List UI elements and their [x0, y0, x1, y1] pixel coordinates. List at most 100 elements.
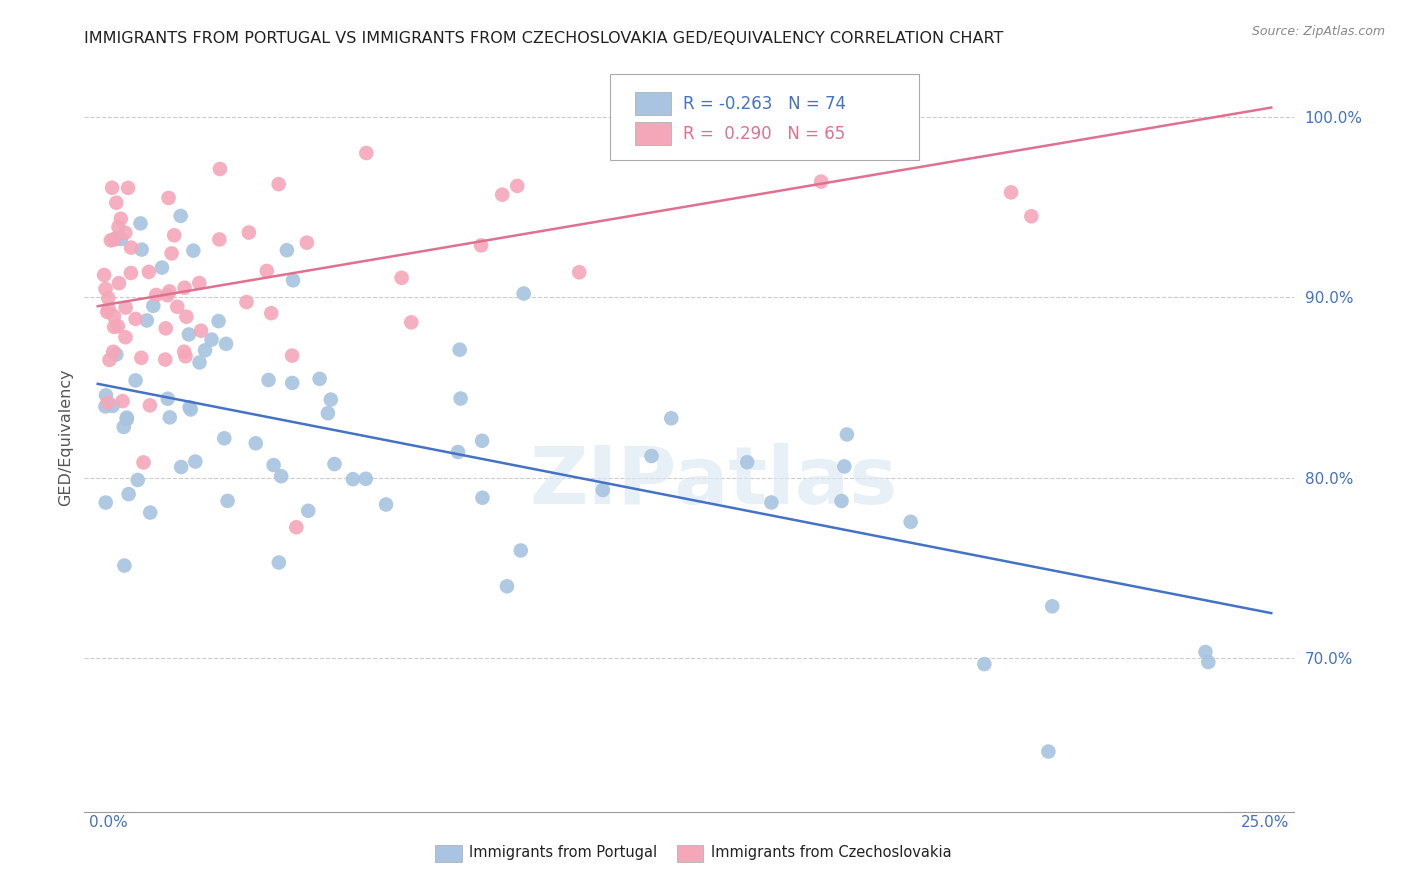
Point: [281, 376, 304, 390]
Point: [177, 327, 200, 342]
Point: [131, 351, 153, 365]
Point: [735, 455, 758, 469]
Point: [323, 457, 346, 471]
Point: [108, 276, 131, 290]
Point: [1021, 209, 1043, 223]
Point: [124, 373, 146, 387]
Point: [834, 459, 856, 474]
Point: [267, 177, 290, 191]
Point: [114, 226, 136, 240]
Point: [208, 161, 231, 176]
Bar: [634, 93, 671, 115]
Point: [101, 399, 124, 413]
Point: [139, 398, 162, 412]
Point: [159, 285, 181, 299]
Point: [170, 460, 193, 475]
Point: [159, 410, 181, 425]
Point: [120, 266, 142, 280]
Point: [155, 352, 177, 367]
Point: [447, 445, 470, 459]
Point: [94, 388, 117, 402]
Point: [181, 244, 204, 258]
Point: [308, 372, 330, 386]
Point: [100, 233, 122, 247]
Point: [245, 436, 267, 450]
Point: [506, 178, 529, 193]
Point: [900, 515, 922, 529]
Point: [105, 347, 128, 361]
Bar: [676, 846, 703, 862]
Point: [160, 246, 183, 260]
Point: [208, 232, 231, 246]
Point: [176, 310, 198, 324]
Point: [470, 238, 492, 252]
Point: [1000, 186, 1022, 200]
Point: [391, 270, 413, 285]
Point: [110, 211, 132, 226]
Point: [105, 195, 128, 210]
Text: R = -0.263   N = 74: R = -0.263 N = 74: [683, 95, 846, 112]
Point: [179, 401, 201, 415]
Point: [592, 483, 614, 497]
Point: [491, 187, 513, 202]
Point: [568, 265, 591, 279]
Point: [156, 288, 179, 302]
Point: [267, 556, 290, 570]
Point: [107, 219, 129, 234]
Point: [138, 265, 160, 279]
Bar: [634, 122, 671, 145]
Point: [103, 309, 125, 323]
Point: [256, 264, 278, 278]
Text: R =  0.290   N = 65: R = 0.290 N = 65: [683, 125, 845, 143]
Point: [139, 506, 162, 520]
Point: [257, 373, 280, 387]
Point: [356, 146, 378, 161]
Text: 0.0%: 0.0%: [89, 815, 128, 830]
Point: [155, 321, 177, 335]
Point: [94, 282, 117, 296]
Point: [810, 175, 832, 189]
FancyBboxPatch shape: [610, 74, 918, 160]
Point: [131, 243, 153, 257]
Point: [135, 313, 157, 327]
Point: [496, 579, 519, 593]
Point: [297, 504, 319, 518]
Point: [111, 394, 134, 409]
Point: [107, 319, 129, 334]
Point: [215, 337, 238, 351]
Point: [238, 226, 260, 240]
Point: [1040, 599, 1063, 614]
Point: [96, 305, 118, 319]
Point: [194, 343, 217, 358]
Point: [450, 392, 472, 406]
Point: [174, 349, 197, 363]
Point: [114, 301, 136, 315]
Point: [509, 543, 531, 558]
Text: Immigrants from Portugal: Immigrants from Portugal: [468, 846, 657, 861]
Point: [281, 273, 304, 287]
Point: [117, 181, 139, 195]
Point: [276, 243, 298, 257]
Point: [157, 191, 180, 205]
Point: [166, 300, 188, 314]
Point: [93, 268, 115, 282]
Point: [1197, 655, 1219, 669]
Point: [260, 306, 283, 320]
Point: [375, 498, 398, 512]
Point: [354, 472, 377, 486]
Point: [94, 400, 117, 414]
Point: [142, 299, 165, 313]
Point: [270, 469, 292, 483]
Point: [173, 281, 195, 295]
Point: [471, 434, 494, 448]
Point: [217, 494, 239, 508]
Point: [180, 402, 202, 417]
Text: IMMIGRANTS FROM PORTUGAL VS IMMIGRANTS FROM CZECHOSLOVAKIA GED/EQUIVALENCY CORRE: IMMIGRANTS FROM PORTUGAL VS IMMIGRANTS F…: [84, 31, 1004, 46]
Point: [973, 657, 995, 672]
Point: [114, 330, 136, 344]
Point: [103, 320, 125, 334]
Point: [127, 473, 149, 487]
Point: [200, 333, 222, 347]
Point: [471, 491, 494, 505]
Point: [94, 495, 117, 509]
